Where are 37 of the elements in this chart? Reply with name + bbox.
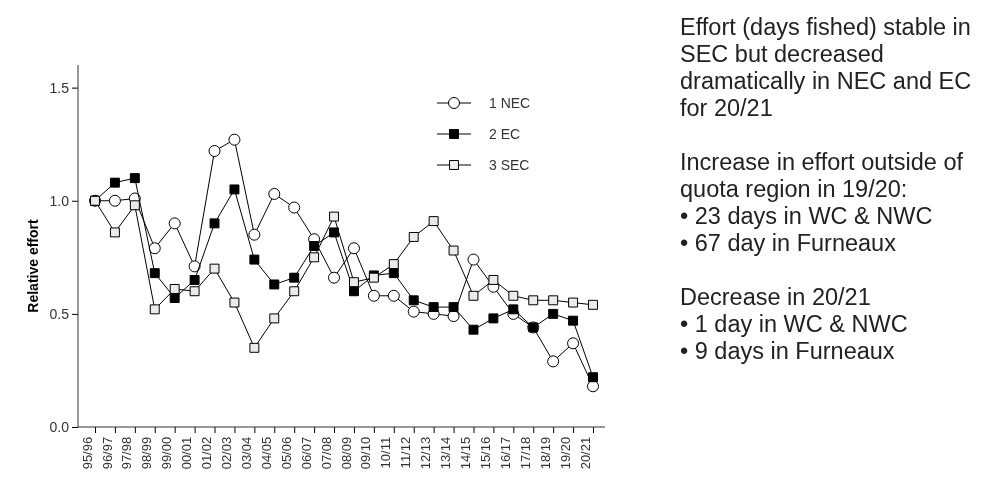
x-tick-label: 09/10 bbox=[358, 436, 374, 470]
x-tick-label: 01/02 bbox=[199, 436, 215, 470]
x-tick-label: 97/98 bbox=[119, 436, 135, 470]
x-tick-label: 99/00 bbox=[159, 436, 175, 470]
x-tick-label: 96/97 bbox=[99, 436, 115, 470]
x-tick-label: 98/99 bbox=[139, 436, 155, 470]
x-tick-label: 08/09 bbox=[338, 436, 354, 470]
x-tick-label: 17/18 bbox=[517, 436, 533, 470]
y-tick-label: 1.5 bbox=[49, 79, 70, 96]
x-tick-label: 13/14 bbox=[438, 436, 454, 470]
x-tick-label: 11/12 bbox=[398, 436, 414, 469]
x-tick-label: 15/16 bbox=[478, 436, 493, 470]
x-tick-label: 05/06 bbox=[278, 436, 294, 470]
x-tick-label: 16/17 bbox=[497, 436, 513, 470]
text: Effort (days fished) stable in SEC but decreased dramatically in NEC and EC for 20/21 bbox=[680, 14, 973, 122]
text: Increase in effort outside of quota region in 19/20: • 23 days in WC & NWC • 67 day in Furneaux bbox=[680, 149, 965, 257]
x-tick-label: 02/03 bbox=[219, 436, 235, 470]
y-axis-title: Relative effort bbox=[25, 218, 41, 313]
legend-label: 2 EC bbox=[489, 125, 521, 142]
x-tick-label: 03/04 bbox=[238, 436, 254, 470]
x-tick-label: 18/19 bbox=[537, 436, 553, 470]
x-tick-label: 12/13 bbox=[418, 436, 434, 470]
x-tick-label: 14/15 bbox=[458, 436, 474, 470]
text: Decrease in 20/21 • 1 day in WC & NWC • 9 days in Furneaux bbox=[680, 284, 909, 365]
x-tick-label: 00/01 bbox=[179, 436, 195, 470]
y-tick-label: 1.0 bbox=[49, 192, 70, 209]
x-tick-label: 10/11 bbox=[378, 436, 394, 469]
x-tick-label: 95/96 bbox=[79, 436, 95, 470]
y-tick-label: 0.0 bbox=[49, 418, 70, 435]
x-tick-label: 20/21 bbox=[577, 436, 593, 470]
x-tick-label: 07/08 bbox=[318, 436, 334, 470]
legend-label: 3 SEC bbox=[489, 156, 530, 173]
x-tick-label: 04/05 bbox=[258, 436, 274, 470]
x-tick-label: 19/20 bbox=[557, 436, 573, 470]
legend-label: 1 NEC bbox=[489, 94, 531, 111]
y-tick-label: 0.5 bbox=[49, 305, 70, 322]
x-tick-label: 06/07 bbox=[298, 436, 314, 470]
